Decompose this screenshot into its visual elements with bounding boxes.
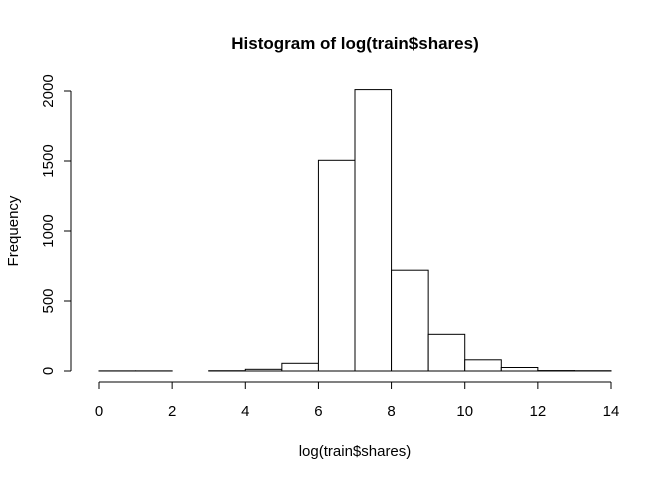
y-tick-label-500: 500 xyxy=(40,288,57,313)
chart-title: Histogram of log(train$shares) xyxy=(231,34,479,53)
x-tick-label-8: 8 xyxy=(387,403,395,420)
histogram-bar-9 xyxy=(427,333,466,372)
x-tick-label-2: 2 xyxy=(168,403,176,420)
y-tick-label-2000: 2000 xyxy=(40,74,57,107)
histogram-bar-11 xyxy=(500,367,539,372)
x-tick-label-0: 0 xyxy=(95,403,103,420)
x-tick-label-6: 6 xyxy=(314,403,322,420)
y-tick-label-1500: 1500 xyxy=(40,144,57,177)
x-tick-label-4: 4 xyxy=(241,403,249,420)
y-tick-label-0: 0 xyxy=(40,367,57,375)
y-tick-label-1000: 1000 xyxy=(40,214,57,247)
histogram-bar-6 xyxy=(317,159,356,372)
histogram-bar-10 xyxy=(464,359,502,372)
bars-group xyxy=(98,89,612,372)
histogram-bar-8 xyxy=(391,269,429,372)
y-axis: 0 500 1000 1500 2000 xyxy=(40,74,72,375)
x-tick-label-14: 14 xyxy=(603,403,620,420)
x-axis: 0 2 4 6 8 10 12 14 xyxy=(95,381,620,420)
histogram-bar-4 xyxy=(244,368,283,372)
x-axis-label: log(train$shares) xyxy=(299,443,412,460)
histogram-bar-5 xyxy=(281,362,319,372)
y-axis-label: Frequency xyxy=(5,195,22,266)
x-tick-label-12: 12 xyxy=(530,403,547,420)
x-tick-label-10: 10 xyxy=(456,403,473,420)
histogram-bar-7 xyxy=(354,89,393,372)
